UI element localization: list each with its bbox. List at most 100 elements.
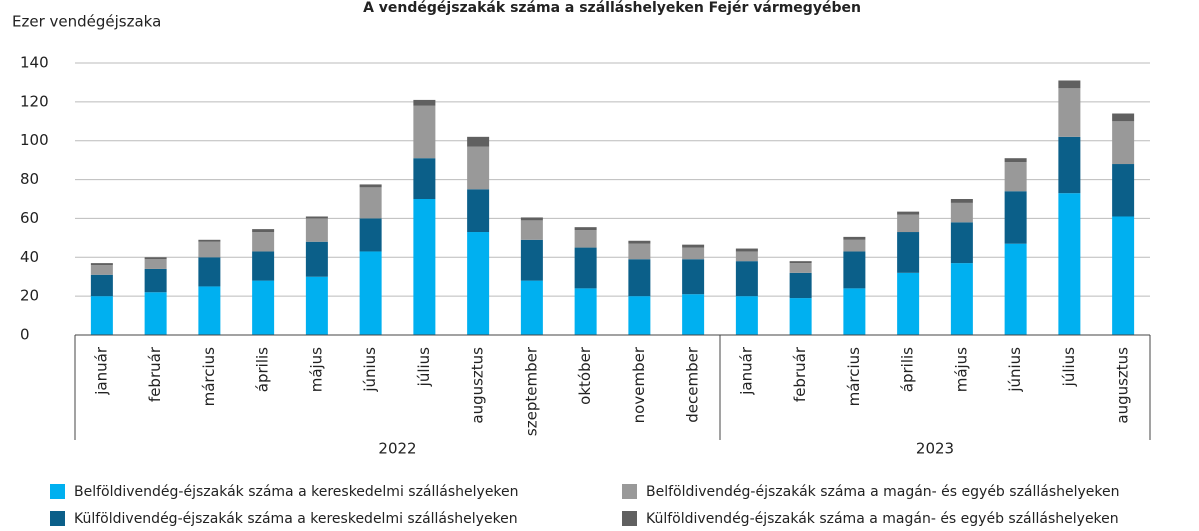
bar-segment xyxy=(682,247,705,260)
legend-swatch xyxy=(622,484,637,499)
bar-segment xyxy=(90,296,113,335)
legend-label: Külföldivendég-éjszakák száma a magán- é… xyxy=(646,511,1119,527)
y-tick-label: 40 xyxy=(20,248,39,266)
x-tick-label: április xyxy=(254,347,272,392)
bar-segment xyxy=(682,244,705,248)
bar-segment xyxy=(520,220,543,240)
y-tick-label: 100 xyxy=(20,131,49,149)
bar-segment xyxy=(789,298,812,335)
y-tick-label: 120 xyxy=(20,92,49,110)
bar-segment xyxy=(735,248,758,252)
bar-segment xyxy=(950,202,973,223)
x-tick-label: május xyxy=(952,347,970,392)
bar-segment xyxy=(897,214,920,233)
legend-swatch xyxy=(50,484,65,499)
bar-segment xyxy=(467,189,490,233)
x-tick-label: október xyxy=(576,346,594,405)
bar-segment xyxy=(198,257,221,287)
bar-segment xyxy=(1058,193,1081,335)
bar-segment xyxy=(1112,164,1135,217)
y-axis-label: Ezer vendégéjszaka xyxy=(12,13,161,31)
bar-segment xyxy=(413,105,436,159)
bar-segment xyxy=(252,251,275,281)
bar-segment xyxy=(413,199,436,335)
bar-segment xyxy=(305,218,328,242)
bar-segment xyxy=(90,265,113,275)
bar-segment xyxy=(735,296,758,335)
bar-segment xyxy=(1004,162,1027,192)
x-tick-label: április xyxy=(899,347,917,392)
legend-label: Belföldivendég-éjszakák száma a keresked… xyxy=(74,484,519,500)
bar-segment xyxy=(574,227,597,231)
bar-segment xyxy=(950,263,973,335)
y-tick-label: 20 xyxy=(20,287,39,305)
chart-title: A vendégéjszakák száma a szálláshelyeken… xyxy=(363,0,861,16)
x-tick-label: július xyxy=(1060,347,1078,388)
legend-swatch xyxy=(50,511,65,526)
bar-segment xyxy=(735,261,758,297)
bar-segment xyxy=(1004,191,1027,244)
bar-segment xyxy=(735,251,758,262)
bar-segment xyxy=(305,241,328,277)
x-tick-label: február xyxy=(791,346,809,402)
bar-segment xyxy=(467,146,490,190)
x-tick-label: augusztus xyxy=(469,347,487,424)
bar-segment xyxy=(520,280,543,335)
bar-segment xyxy=(520,239,543,281)
x-tick-label: február xyxy=(146,346,164,402)
bar-segment xyxy=(252,232,275,252)
bar-segment xyxy=(628,243,651,260)
legend-label: Külföldivendég-éjszakák száma a keresked… xyxy=(74,511,518,527)
x-tick-label: augusztus xyxy=(1114,347,1132,424)
bar-segment xyxy=(682,294,705,335)
x-tick-label: január xyxy=(92,346,110,396)
bar-segment xyxy=(897,272,920,335)
bar-segment xyxy=(1112,113,1135,122)
bar-segment xyxy=(144,257,167,260)
bar-segment xyxy=(1058,136,1081,194)
bar-segment xyxy=(144,292,167,335)
bar-segment xyxy=(413,158,436,199)
bar-segment xyxy=(144,259,167,269)
bar-segment xyxy=(789,263,812,273)
x-tick-label: november xyxy=(630,346,648,423)
x-tick-label: május xyxy=(307,347,325,392)
y-tick-label: 0 xyxy=(20,326,30,344)
bar-segment xyxy=(843,239,866,252)
legend-label: Belföldivendég-éjszakák száma a magán- é… xyxy=(646,484,1120,500)
bar-segment xyxy=(574,288,597,335)
x-tick-label: március xyxy=(845,347,863,407)
x-tick-label: december xyxy=(684,346,702,423)
bar-segment xyxy=(359,184,382,188)
bar-segment xyxy=(1004,158,1027,163)
bar-segment xyxy=(359,251,382,335)
bar-segment xyxy=(628,259,651,297)
bar-segment xyxy=(90,263,113,266)
y-tick-label: 140 xyxy=(20,54,49,72)
bar-segment xyxy=(198,241,221,258)
bar-segment xyxy=(789,272,812,299)
bar-segment xyxy=(682,259,705,295)
bar-segment xyxy=(843,251,866,289)
x-tick-label: július xyxy=(415,347,433,388)
bar-segment xyxy=(359,218,382,252)
bar-segment xyxy=(843,236,866,240)
bar-segment xyxy=(950,199,973,203)
bar-segment xyxy=(574,230,597,248)
bar-segment xyxy=(1112,216,1135,335)
bar-segment xyxy=(305,216,328,219)
bar-segment xyxy=(1112,121,1135,165)
bar-segment xyxy=(198,239,221,242)
bar-segment xyxy=(574,247,597,289)
legend-swatch xyxy=(622,511,637,526)
bar-segment xyxy=(950,222,973,264)
bar-segment xyxy=(359,187,382,219)
bar-segment xyxy=(897,211,920,215)
bar-segment xyxy=(628,240,651,244)
bar-segment xyxy=(628,296,651,335)
bar-segment xyxy=(198,286,221,335)
bar-segment xyxy=(252,229,275,233)
bar-segment xyxy=(413,99,436,106)
y-tick-label: 80 xyxy=(20,170,39,188)
